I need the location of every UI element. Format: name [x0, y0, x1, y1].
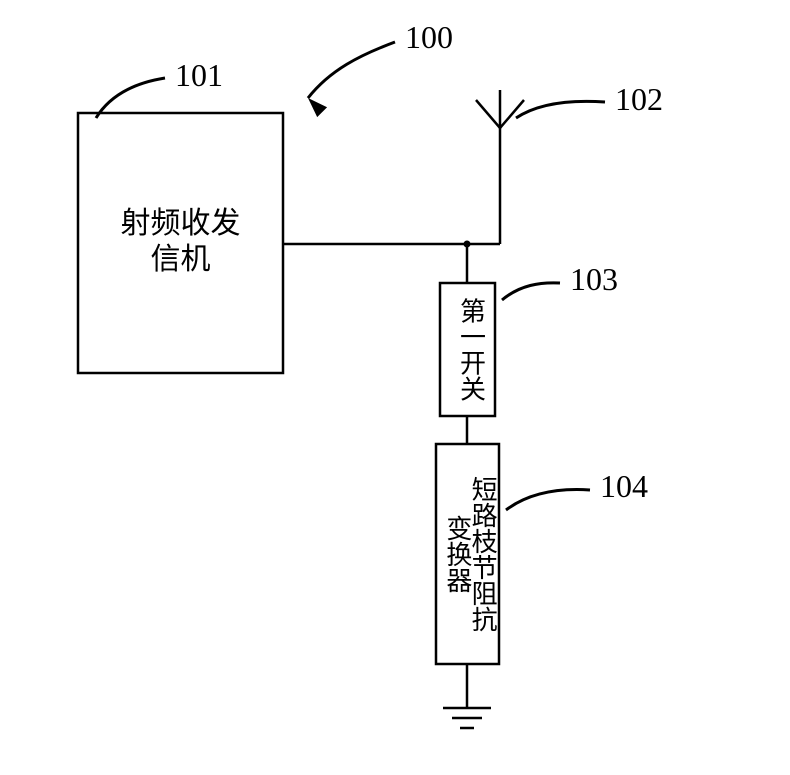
transceiver-label-line2: 信机: [151, 243, 211, 276]
switch-leader: [502, 283, 560, 300]
stub-leader: [506, 490, 590, 510]
antenna-number: 102: [615, 81, 663, 117]
switch-label: 第一开关: [457, 297, 486, 401]
antenna-left: [476, 100, 500, 128]
transceiver-label-line1: 射频收发: [121, 207, 241, 240]
stub-number: 104: [600, 468, 648, 504]
switch-number: 103: [570, 261, 618, 297]
junction-node: [464, 241, 471, 248]
assembly-arrowhead: [308, 98, 327, 117]
stub-label-col2: 变换器: [443, 515, 472, 593]
transceiver-number: 101: [175, 57, 223, 93]
assembly-number: 100: [405, 19, 453, 55]
assembly-leader: [308, 42, 395, 98]
antenna-leader: [516, 101, 605, 118]
stub-label-col1: 短路枝节阻抗: [468, 476, 497, 632]
